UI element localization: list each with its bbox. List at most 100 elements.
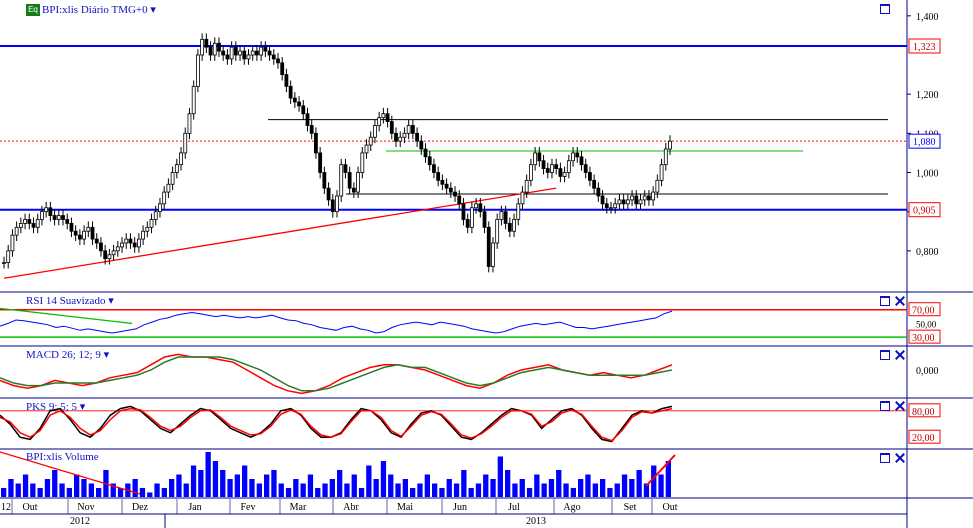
candle-body	[562, 172, 567, 177]
volume-bar	[380, 461, 387, 497]
candle-body	[625, 199, 630, 205]
volume-bar	[205, 452, 211, 497]
volume-bar	[169, 479, 175, 497]
candle-body	[545, 168, 550, 173]
candle-body	[533, 152, 538, 166]
volume-bar	[651, 465, 657, 497]
pks-line	[0, 407, 673, 442]
instrument-title-text: BPI:xlis Diário TMG+0	[42, 4, 148, 16]
volume-bar	[585, 474, 591, 497]
chevron-down-icon: ▾	[100, 349, 110, 361]
volume-bar	[96, 488, 102, 497]
price-label-box	[908, 38, 941, 54]
candle-body	[35, 219, 40, 228]
candle-body	[10, 234, 15, 252]
candle-body	[461, 203, 466, 220]
volume-bar	[161, 488, 167, 497]
candle-body	[48, 207, 53, 216]
candle-body	[566, 160, 571, 173]
candle-body	[267, 50, 272, 56]
candle-body	[166, 183, 171, 193]
candle-body	[208, 46, 213, 56]
candle-body	[394, 132, 398, 142]
volume-bar	[132, 479, 138, 497]
level-label-box	[908, 302, 941, 317]
close-icon[interactable]	[895, 453, 905, 463]
candle-body	[385, 113, 390, 122]
candle-body	[90, 226, 95, 240]
volume-bar	[30, 483, 36, 497]
pks-panel-title[interactable]: PKS 9; 5; 5 ▾	[26, 400, 85, 413]
volume-bar	[264, 474, 270, 497]
candle-body	[200, 38, 205, 56]
volume-bar	[307, 474, 314, 497]
volume-panel-title[interactable]: BPI:xlis Volume	[26, 451, 99, 463]
volume-bar	[621, 474, 628, 497]
volume-bar	[66, 488, 72, 497]
maximize-icon[interactable]	[880, 4, 890, 14]
maximize-icon[interactable]	[880, 296, 890, 306]
maximize-icon[interactable]	[880, 350, 890, 360]
volume-bar	[424, 474, 430, 497]
candle-body	[600, 195, 605, 205]
volume-bar	[234, 474, 240, 497]
candle-body	[592, 179, 597, 189]
volume-bar	[505, 470, 511, 497]
candle-body	[44, 207, 49, 213]
instrument-title[interactable]: BPI:xlis Diário TMG+0 ▾	[42, 3, 156, 16]
level-label: 70,00	[912, 306, 935, 317]
month-label: Jul	[508, 502, 520, 513]
volume-bar	[15, 483, 21, 497]
close-icon[interactable]	[895, 401, 905, 411]
candle-body	[330, 199, 335, 213]
volume-bar	[614, 483, 620, 497]
volume-bar	[534, 474, 540, 497]
candle-body	[292, 97, 297, 103]
volume-bar	[351, 474, 357, 497]
close-icon[interactable]	[895, 296, 905, 306]
volume-title-text: BPI:xlis Volume	[26, 451, 99, 463]
candle-body	[520, 191, 525, 205]
candle-body	[263, 46, 268, 52]
candle-body	[596, 187, 601, 197]
month-label: Set	[624, 502, 637, 513]
candle-body	[647, 195, 651, 201]
maximize-icon[interactable]	[880, 453, 890, 463]
volume-bar	[139, 488, 146, 497]
candle-body	[288, 85, 293, 99]
rsi-trendline	[0, 307, 133, 325]
volume-bar	[432, 483, 438, 497]
candle-body	[478, 203, 483, 213]
candle-body	[111, 250, 116, 256]
volume-bar	[322, 483, 328, 497]
volume-bar	[220, 470, 226, 497]
volume-bar	[44, 479, 51, 497]
y-tick-label: 1,200	[916, 90, 939, 101]
volume-bar	[468, 488, 474, 497]
candle-body	[659, 164, 664, 181]
candle-body	[255, 50, 259, 56]
candle-body	[541, 160, 546, 169]
volume-bar	[592, 483, 598, 497]
chevron-down-icon: ▾	[77, 401, 86, 413]
maximize-icon[interactable]	[880, 401, 890, 411]
candle-body	[132, 242, 137, 248]
candle-body	[609, 207, 613, 210]
candle-body	[183, 132, 188, 154]
volume-bar	[88, 483, 94, 497]
volume-bar	[337, 470, 343, 497]
candle-body	[621, 199, 626, 205]
month-label: Fev	[241, 502, 256, 513]
volume-bar	[373, 479, 379, 497]
candle-body	[528, 164, 533, 181]
close-icon[interactable]	[895, 350, 905, 360]
volume-bar	[578, 479, 584, 497]
eq-badge[interactable]: Eq	[26, 4, 40, 16]
candle-body	[630, 195, 634, 201]
month-label: Nov	[77, 502, 94, 513]
candle-body	[86, 226, 91, 232]
volume-bar	[315, 488, 321, 497]
rsi-panel-title[interactable]: RSI 14 Suavizado ▾	[26, 294, 114, 307]
macd-panel-title[interactable]: MACD 26; 12; 9 ▾	[26, 348, 109, 361]
candle-body	[250, 50, 255, 56]
